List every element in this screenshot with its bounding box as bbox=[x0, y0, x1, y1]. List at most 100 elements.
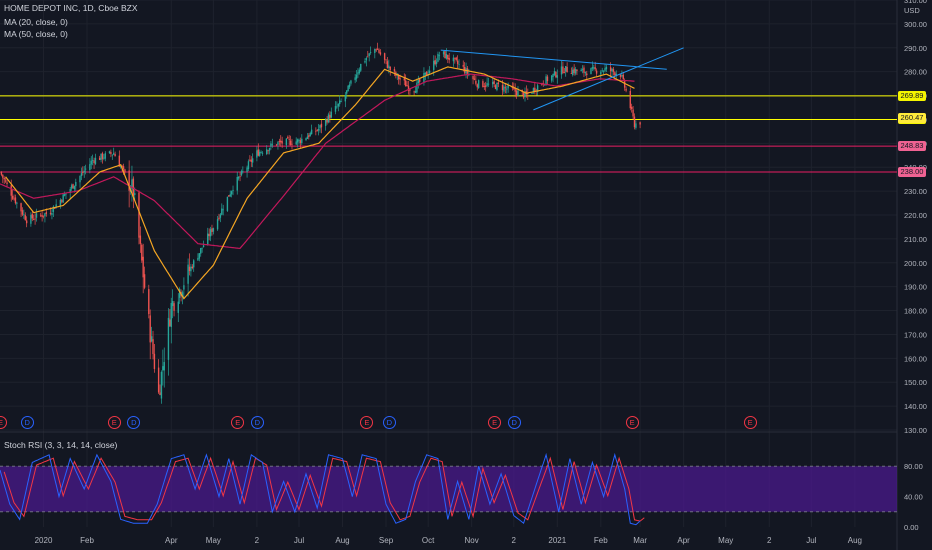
time-tick-label: Feb bbox=[594, 536, 608, 545]
candle-body bbox=[594, 67, 596, 70]
candle-body bbox=[277, 142, 279, 145]
legend-stoch-rsi[interactable]: Stoch RSI (3, 3, 14, 14, close) bbox=[4, 440, 118, 450]
legend-ma50[interactable]: MA (50, close, 0) bbox=[4, 29, 68, 39]
candle-body bbox=[142, 256, 144, 278]
candle-body bbox=[399, 78, 401, 80]
candle-body bbox=[393, 69, 396, 72]
candle-body bbox=[291, 143, 293, 145]
candle-body bbox=[337, 103, 340, 107]
candle-body bbox=[365, 57, 368, 61]
time-tick-label: May bbox=[718, 536, 733, 545]
candle-body bbox=[49, 212, 52, 214]
candle-body bbox=[378, 49, 380, 53]
time-tick-label: 2 bbox=[767, 536, 772, 545]
candle-body bbox=[329, 115, 331, 119]
candle-body bbox=[501, 84, 504, 91]
time-tick-label: May bbox=[206, 536, 221, 545]
earnings-event-icon[interactable]: E bbox=[231, 416, 245, 429]
candle-body bbox=[256, 150, 258, 158]
candle-body bbox=[200, 248, 202, 254]
earnings-event-icon[interactable]: E bbox=[743, 416, 757, 429]
candle-body bbox=[492, 81, 494, 85]
price-tick-label: 130.00 bbox=[904, 426, 927, 435]
candle-body bbox=[218, 217, 220, 220]
candle-body bbox=[246, 167, 248, 172]
candle-body bbox=[52, 206, 55, 212]
candle-body bbox=[339, 100, 341, 105]
candle-body bbox=[94, 157, 97, 165]
horizontal-lines bbox=[0, 95, 897, 173]
candle-body bbox=[435, 61, 438, 64]
candle-body bbox=[236, 176, 238, 191]
candle-body bbox=[324, 119, 327, 127]
candle-body bbox=[497, 82, 500, 84]
candle-body bbox=[605, 66, 608, 70]
price-axis: 130.00 140.00 150.00 160.00 170.00 180.00 190.… bbox=[904, 0, 927, 532]
candle-body bbox=[326, 119, 328, 123]
candle-body bbox=[167, 317, 170, 360]
candle-body bbox=[65, 193, 67, 195]
candle-body bbox=[93, 160, 95, 164]
candle-body bbox=[586, 73, 588, 76]
candle-body bbox=[591, 67, 594, 69]
candle-body bbox=[383, 53, 386, 60]
candle-body bbox=[280, 140, 282, 143]
candle-body bbox=[163, 362, 165, 371]
candle-body bbox=[70, 185, 73, 189]
candle-body bbox=[344, 94, 347, 102]
price-tick-label: 280.00 bbox=[904, 68, 927, 77]
candle-body bbox=[615, 73, 617, 76]
dividend-event-icon[interactable]: D bbox=[127, 416, 141, 429]
earnings-event-icon[interactable]: E bbox=[107, 416, 121, 429]
earnings-event-icon[interactable]: E bbox=[625, 416, 639, 429]
candle-body bbox=[288, 139, 290, 140]
candle-body bbox=[128, 170, 130, 191]
candle-body bbox=[4, 180, 7, 182]
candle-body bbox=[369, 52, 372, 53]
earnings-event-icon[interactable]: E bbox=[488, 416, 502, 429]
candle-body bbox=[355, 74, 358, 79]
candle-body bbox=[511, 86, 514, 89]
candle-body bbox=[632, 109, 634, 117]
candle-body bbox=[170, 302, 172, 328]
candle-body bbox=[566, 67, 568, 73]
candle-body bbox=[201, 247, 203, 249]
candle-body bbox=[153, 353, 156, 369]
candle-body bbox=[266, 149, 268, 155]
price-tick-label: 140.00 bbox=[904, 402, 927, 411]
candle-body bbox=[456, 60, 459, 64]
candle-body bbox=[556, 75, 558, 78]
candle-body bbox=[327, 114, 330, 123]
candle-body bbox=[576, 69, 578, 71]
candle-body bbox=[197, 257, 199, 261]
candle-body bbox=[629, 90, 631, 109]
legend-title[interactable]: HOME DEPOT INC, 1D, Cboe BZX bbox=[4, 3, 138, 13]
dividend-event-icon[interactable]: D bbox=[507, 416, 521, 429]
time-tick-label: Jul bbox=[806, 536, 816, 545]
candle-body bbox=[181, 292, 184, 298]
price-tick-label: 180.00 bbox=[904, 307, 927, 316]
dividend-event-icon[interactable]: D bbox=[20, 416, 34, 429]
candle-body bbox=[59, 199, 62, 206]
dividend-event-icon[interactable]: D bbox=[250, 416, 264, 429]
candle-body bbox=[531, 93, 533, 94]
earnings-event-icon[interactable]: E bbox=[360, 416, 374, 429]
candle-body bbox=[104, 153, 106, 159]
candle-body bbox=[407, 85, 410, 91]
candle-body bbox=[229, 194, 231, 197]
candle-body bbox=[295, 141, 297, 145]
candle-body bbox=[14, 197, 17, 204]
candle-body bbox=[90, 160, 92, 165]
candle-body bbox=[625, 88, 627, 91]
dividend-event-icon[interactable]: D bbox=[382, 416, 396, 429]
legend-ma20[interactable]: MA (20, close, 0) bbox=[4, 17, 68, 27]
time-tick-label: Oct bbox=[422, 536, 435, 545]
price-tick-label: 310.00 bbox=[904, 0, 927, 5]
candle-body bbox=[565, 66, 567, 72]
candle-body bbox=[541, 84, 543, 85]
price-tick-label: 220.00 bbox=[904, 211, 927, 220]
stoch-k-line bbox=[0, 452, 641, 526]
candle-body bbox=[494, 85, 497, 89]
candle-body bbox=[517, 90, 519, 97]
